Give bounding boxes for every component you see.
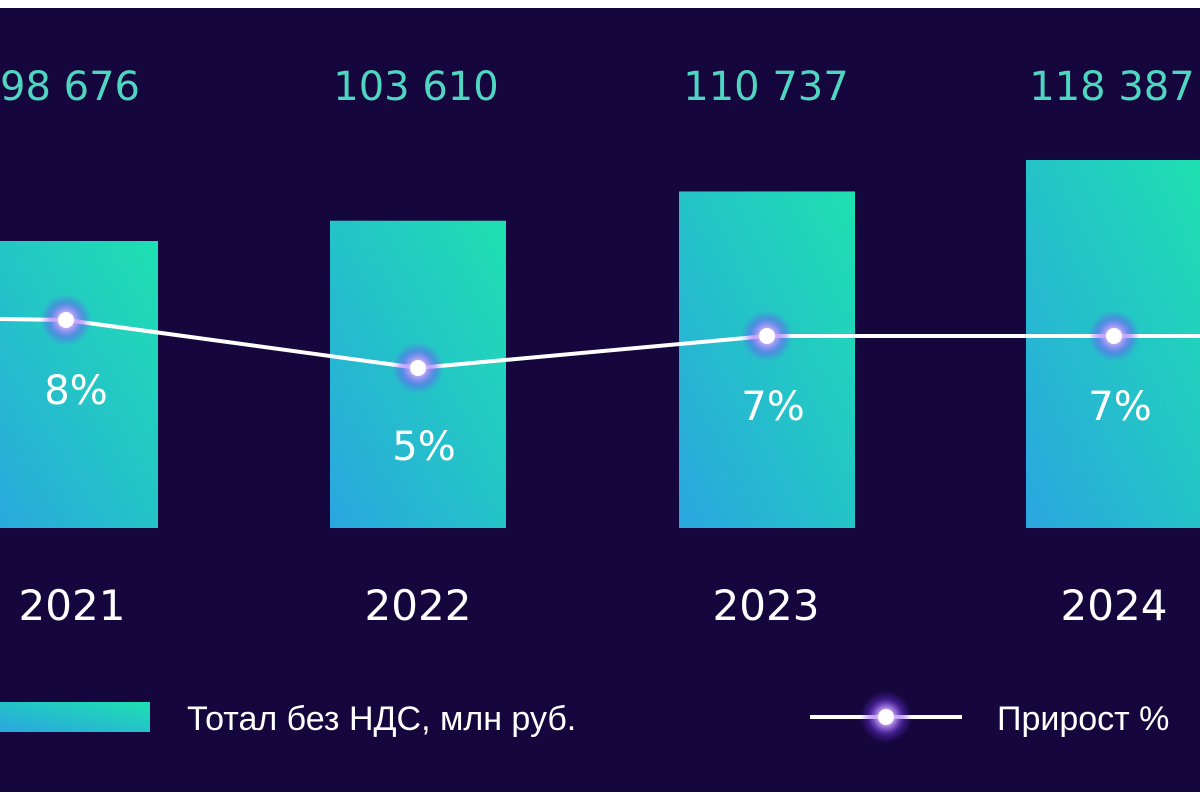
- year-label: 2022: [365, 581, 472, 630]
- value-label: 118 387: [1029, 64, 1194, 110]
- legend-bar-label: Тотал без НДС, млн руб.: [187, 700, 576, 738]
- growth-line: [0, 317, 1200, 370]
- growth-label: 7%: [741, 384, 804, 430]
- chart: 98 676 103 610 110 737 118 387 8% 5% 7% 7% 2021 2…: [0, 64, 1200, 743]
- value-label: 103 610: [333, 64, 498, 110]
- growth-point-2023[interactable]: [759, 328, 775, 344]
- year-label: 2024: [1061, 581, 1168, 630]
- legend-bar-swatch: [0, 702, 150, 732]
- bar-2021[interactable]: [0, 241, 158, 528]
- growth-point-2021[interactable]: [58, 312, 74, 328]
- chart-frame: 98 676 103 610 110 737 118 387 8% 5% 7% 7% 2021 2…: [0, 8, 1200, 792]
- growth-label: 8%: [44, 368, 107, 414]
- growth-point-2022[interactable]: [410, 360, 426, 376]
- growth-label: 7%: [1088, 384, 1151, 430]
- growth-label: 5%: [392, 424, 455, 470]
- year-label: 2021: [19, 581, 126, 630]
- legend-line-label: Прирост %: [997, 700, 1169, 738]
- year-label: 2023: [713, 581, 820, 630]
- growth-point-2024[interactable]: [1106, 328, 1122, 344]
- value-label: 110 737: [683, 64, 848, 110]
- value-label: 98 676: [0, 64, 140, 110]
- legend-point: [878, 709, 894, 725]
